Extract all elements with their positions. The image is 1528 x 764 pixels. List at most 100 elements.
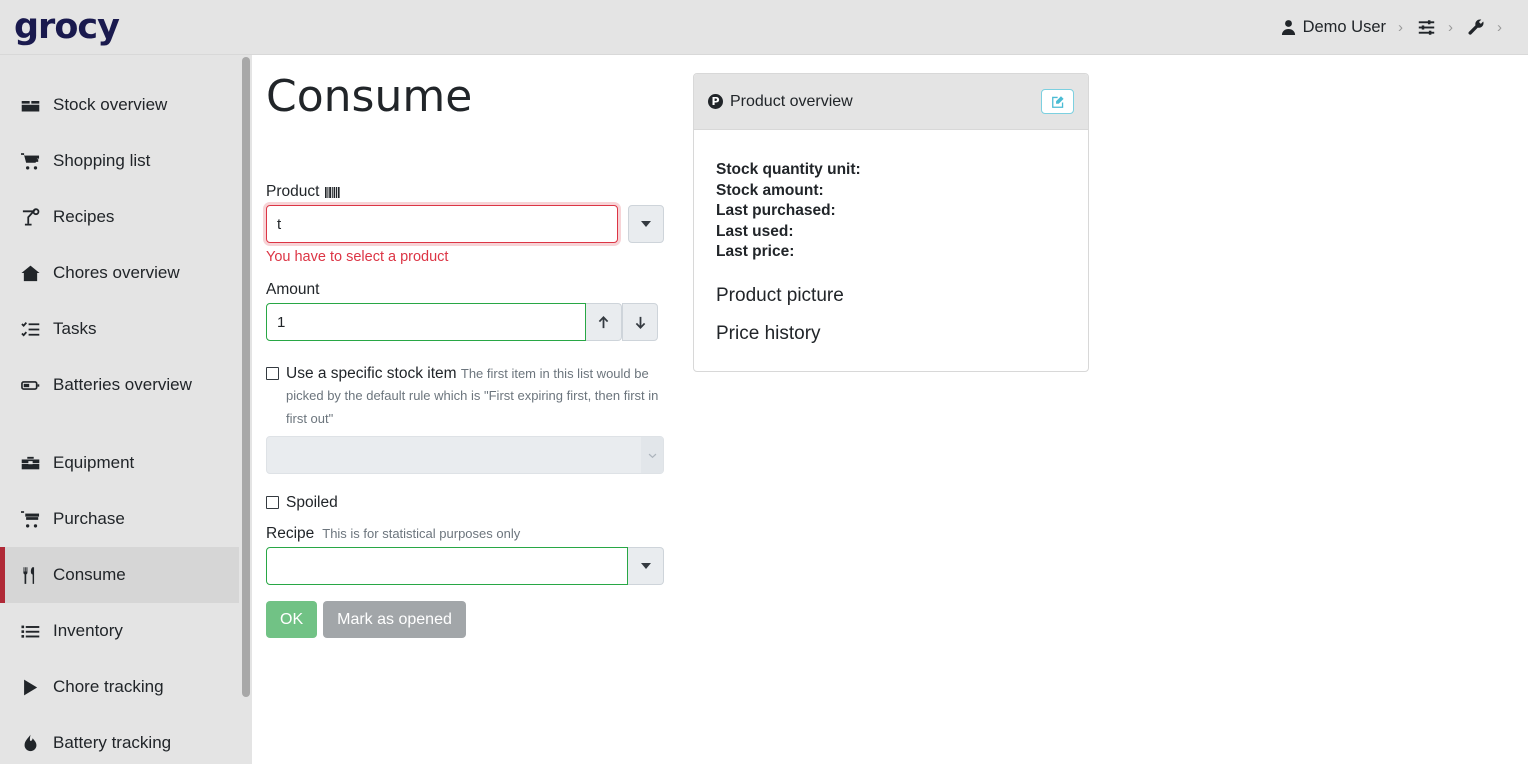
list-icon xyxy=(21,622,45,641)
sidebar-item-label: Stock overview xyxy=(53,95,168,114)
specific-stock-item-text: Use a specific stock item The first item… xyxy=(286,363,664,430)
sidebar-item-label: Tasks xyxy=(53,319,97,338)
product-dropdown-button[interactable] xyxy=(628,205,664,243)
nav-user-label: Demo User xyxy=(1302,17,1386,36)
cart-icon xyxy=(21,152,45,171)
sidebar-item-label: Inventory xyxy=(53,621,123,640)
nav-settings[interactable] xyxy=(1415,0,1438,54)
amount-increase-button[interactable] xyxy=(586,303,622,341)
spoiled-text: Spoiled xyxy=(286,492,338,514)
specific-stock-item-hint: The first item in this list would be pic… xyxy=(286,366,659,426)
sidebar-item-chores-overview[interactable]: Chores overview xyxy=(0,245,252,301)
sidebar: Stock overview Shopping list xyxy=(0,55,252,764)
amount-label: Amount xyxy=(266,281,320,298)
recipe-hint: This is for statistical purposes only xyxy=(322,526,521,542)
recipe-dropdown-button[interactable] xyxy=(628,546,664,585)
page-title: Consume xyxy=(266,71,473,122)
sidebar-item-label: Chore tracking xyxy=(53,677,164,696)
utensils-icon xyxy=(21,566,45,585)
amount-decrease-button[interactable] xyxy=(622,303,658,341)
sidebar-item-label: Shopping list xyxy=(53,151,151,170)
toolbox-icon xyxy=(21,454,45,473)
product-overview-card: P Product overview Stock quantity unit: … xyxy=(693,73,1089,372)
circle-p-icon: P xyxy=(708,94,723,109)
price-history-section: Price history xyxy=(716,322,821,344)
sidebar-item-purchase[interactable]: Purchase xyxy=(0,491,252,547)
cocktail-icon xyxy=(21,207,45,227)
nav-user-chevron[interactable]: › xyxy=(1398,18,1403,36)
product-overview-body: Stock quantity unit: Stock amount: Last … xyxy=(694,130,1088,371)
amount-field-block: Amount xyxy=(266,281,664,341)
edit-product-button[interactable] xyxy=(1041,89,1074,114)
amount-input-group xyxy=(266,303,664,341)
stock-quantity-unit-row: Stock quantity unit: xyxy=(716,161,861,178)
amount-input[interactable] xyxy=(266,303,586,341)
sidebar-item-stock-overview[interactable]: Stock overview xyxy=(0,77,252,133)
sidebar-item-label: Equipment xyxy=(53,453,135,472)
play-icon xyxy=(21,678,45,697)
product-input[interactable] xyxy=(266,205,618,243)
caret-down-icon xyxy=(640,562,651,569)
last-price-row: Last price: xyxy=(716,243,795,260)
sidebar-item-label: Battery tracking xyxy=(53,733,172,752)
cart-icon xyxy=(21,510,45,529)
sidebar-item-shopping-list[interactable]: Shopping list xyxy=(0,133,252,189)
user-icon xyxy=(1280,19,1297,36)
sidebar-item-batteries-overview[interactable]: Batteries overview xyxy=(0,357,252,413)
stock-item-select xyxy=(266,436,664,475)
last-used-row: Last used: xyxy=(716,222,794,240)
sidebar-divider-gap xyxy=(0,413,252,435)
product-overview-header: P Product overview xyxy=(694,74,1088,130)
product-input-group xyxy=(266,205,664,243)
sidebar-item-battery-tracking[interactable]: Battery tracking xyxy=(0,715,252,764)
sidebar-item-label: Consume xyxy=(53,565,126,584)
flame-icon xyxy=(21,734,45,753)
spoiled-row[interactable]: Spoiled xyxy=(266,492,664,514)
chevron-down-icon xyxy=(641,437,663,474)
pencil-square-icon xyxy=(1051,95,1065,109)
main-content: Consume Product xyxy=(252,55,1528,764)
product-error-message: You have to select a product xyxy=(266,249,449,265)
ok-button[interactable]: OK xyxy=(266,600,318,639)
home-icon xyxy=(21,264,45,283)
sidebar-item-equipment[interactable]: Equipment xyxy=(0,435,252,491)
navbar-right-group: Demo User › › › xyxy=(1278,0,1514,54)
recipe-input-group xyxy=(266,546,664,585)
product-label-row: Product xyxy=(266,183,664,201)
sidebar-item-label: Purchase xyxy=(53,509,125,528)
wrench-icon xyxy=(1467,18,1485,36)
sidebar-item-recipes[interactable]: Recipes xyxy=(0,189,252,245)
recipe-field-block: Recipe This is for statistical purposes … xyxy=(266,525,664,585)
product-picture-section: Product picture xyxy=(716,284,844,306)
sidebar-scrollbar-thumb[interactable] xyxy=(242,57,250,697)
top-navbar: grocy Demo User › xyxy=(0,0,1528,55)
nav-tools-chevron[interactable]: › xyxy=(1497,18,1502,36)
sidebar-item-tasks[interactable]: Tasks xyxy=(0,301,252,357)
nav-user[interactable]: Demo User xyxy=(1278,0,1388,54)
tasks-icon xyxy=(21,320,45,339)
nav-settings-chevron[interactable]: › xyxy=(1448,18,1453,36)
sidebar-items: Stock overview Shopping list xyxy=(0,55,252,764)
sidebar-item-label: Batteries overview xyxy=(53,375,192,394)
sliders-icon xyxy=(1417,18,1436,37)
product-label: Product xyxy=(266,183,320,200)
sidebar-item-consume[interactable]: Consume xyxy=(0,547,252,603)
last-purchased-row: Last purchased: xyxy=(716,202,836,219)
brand-logo[interactable]: grocy xyxy=(14,6,120,47)
product-overview-title: Product overview xyxy=(730,92,853,110)
specific-stock-item-row[interactable]: Use a specific stock item The first item… xyxy=(266,363,664,430)
recipe-label-row: Recipe This is for statistical purposes … xyxy=(266,525,664,543)
box-icon xyxy=(21,96,45,115)
barcode-icon[interactable] xyxy=(325,186,342,199)
form-action-buttons: OK Mark as opened xyxy=(266,600,664,639)
product-field-block: Product xyxy=(266,183,664,265)
specific-stock-item-checkbox[interactable] xyxy=(266,367,279,380)
sidebar-item-chore-tracking[interactable]: Chore tracking xyxy=(0,659,252,715)
consume-form: Product xyxy=(266,183,664,639)
sidebar-item-inventory[interactable]: Inventory xyxy=(0,603,252,659)
sidebar-scrollbar[interactable] xyxy=(239,55,252,764)
mark-as-opened-button[interactable]: Mark as opened xyxy=(323,600,466,639)
recipe-input[interactable] xyxy=(266,546,628,585)
spoiled-checkbox[interactable] xyxy=(266,496,279,510)
nav-tools[interactable] xyxy=(1465,0,1487,54)
